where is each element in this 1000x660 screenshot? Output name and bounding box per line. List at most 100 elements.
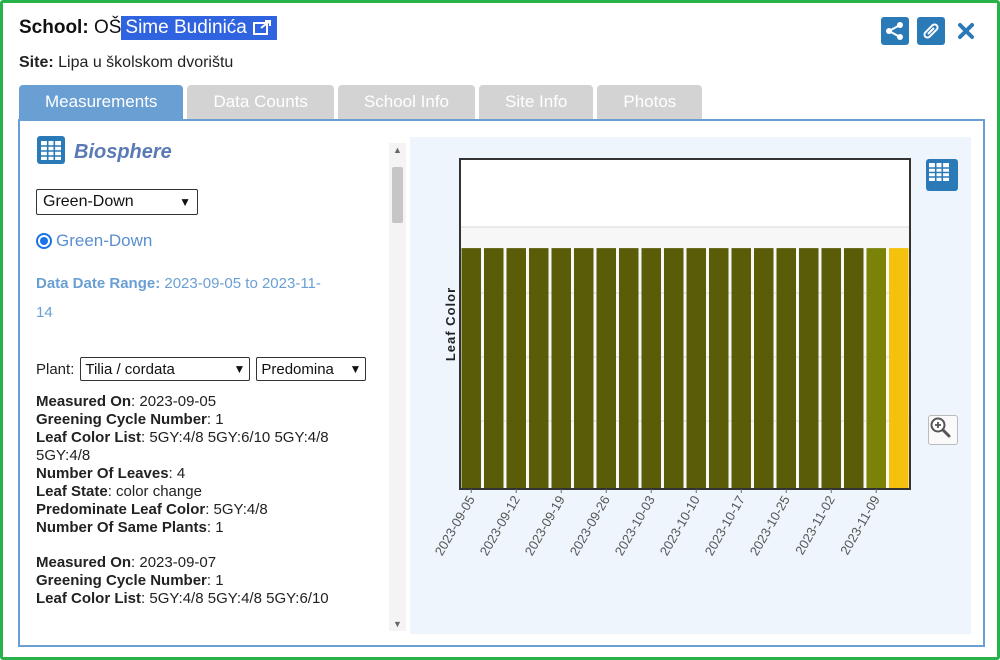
tab-site-info[interactable]: Site Info	[479, 85, 594, 119]
field-label: Predominate Leaf Color	[36, 501, 206, 518]
chart-bar	[754, 248, 774, 489]
field-value: : 1	[206, 572, 224, 589]
school-name[interactable]: Sime Budinića	[125, 17, 247, 38]
leaf-color-chart: Leaf Color 2023-09-052023-09-122023-09-19…	[432, 158, 911, 558]
x-tick-label: 2023-09-12	[477, 493, 523, 558]
leaf-color-select-value: Predomina	[261, 360, 334, 378]
tab-data-counts[interactable]: Data Counts	[187, 85, 334, 119]
plant-label: Plant:	[36, 360, 75, 378]
field-value: : 1	[206, 519, 224, 536]
chart-bar	[619, 248, 639, 489]
chart-bar	[799, 248, 819, 489]
field-value: : 5GY:4/8 5GY:4/8 5GY:6/10	[141, 590, 329, 607]
chart-bar	[484, 248, 504, 489]
plant-filter: Plant: Tilia / cordata ▼ Predomina ▼	[36, 357, 388, 381]
field-value: : color change	[107, 483, 202, 500]
protocol-select[interactable]: Green-Down ▼	[36, 189, 198, 215]
x-tick-label: 2023-09-26	[567, 493, 613, 558]
range-value: 2023-09-05 to 2023-11-	[164, 275, 321, 292]
field-value: : 5GY:4/8	[205, 501, 268, 518]
school-prefix: OŠ	[93, 17, 122, 38]
leaf-color-select[interactable]: Predomina ▼	[256, 357, 367, 381]
site-heading: Site: Lipa u školskom dvorištu	[19, 54, 233, 72]
table-icon	[929, 163, 949, 181]
x-tick-label: 2023-09-05	[432, 493, 478, 558]
table-view-button[interactable]	[926, 159, 958, 191]
chart-bar	[596, 248, 616, 489]
header-actions	[881, 17, 979, 45]
table-icon[interactable]	[36, 135, 66, 169]
sidebar-scrollbar[interactable]: ▲ ▼	[389, 143, 406, 631]
school-name-link[interactable]: Sime Budinića	[121, 16, 277, 41]
field-label: Leaf Color List	[36, 590, 142, 607]
scroll-down-icon[interactable]: ▼	[393, 619, 402, 629]
chart-bar	[529, 248, 549, 489]
chart-bar	[664, 248, 684, 489]
site-name: Lipa u školskom dvorištu	[58, 54, 234, 71]
measurement-record: Measured On: 2023-09-05 Greening Cycle N…	[36, 393, 388, 537]
field-label: Measured On	[36, 393, 132, 410]
chart-bar	[866, 248, 886, 489]
radio-label[interactable]: Green-Down	[56, 231, 153, 250]
plot-frame	[459, 158, 911, 490]
field-value: : 4	[168, 465, 186, 482]
field-label: Leaf State	[36, 483, 108, 500]
tab-bar: Measurements Data Counts School Info Sit…	[19, 85, 703, 119]
radio-selected-icon[interactable]	[36, 233, 52, 249]
scroll-thumb[interactable]	[392, 167, 403, 223]
range-value-cont: 14	[36, 304, 53, 321]
field-value: 5GY:4/8	[36, 447, 91, 464]
chart-area: Leaf Color 2023-09-05 2023-09-12 2023-09-19…	[410, 137, 971, 634]
school-heading: School: OŠ Sime Budinića	[19, 16, 277, 41]
tab-photos[interactable]: Photos	[597, 85, 703, 119]
close-icon[interactable]	[953, 17, 979, 45]
x-tick-label: 2023-10-10	[657, 493, 703, 558]
x-tick-label: 2023-10-03	[612, 493, 658, 558]
chart-bar	[889, 248, 909, 489]
data-date-range: Data Date Range: 2023-09-05 to 2023-11- …	[36, 269, 388, 327]
measurement-records: Measured On: 2023-09-05 Greening Cycle N…	[36, 393, 388, 608]
biosphere-header: Biosphere	[36, 135, 388, 169]
field-label: Greening Cycle Number	[36, 411, 207, 428]
protocol-sidebar: Biosphere Green-Down ▼ Green-Down Data D…	[36, 135, 388, 633]
scroll-up-icon[interactable]: ▲	[393, 145, 402, 155]
field-value: : 2023-09-05	[131, 393, 217, 410]
external-link-icon[interactable]	[252, 19, 273, 41]
x-tick-label: 2023-10-17	[702, 493, 748, 558]
chart-bar	[641, 248, 661, 489]
plot-top-band	[460, 159, 910, 227]
share-icon[interactable]	[881, 17, 909, 45]
plant-select-value: Tilia / cordata	[85, 360, 175, 378]
field-value: : 2023-09-07	[131, 554, 217, 571]
x-tick-label: 2023-11-02	[792, 493, 838, 557]
field-label: Leaf Color List	[36, 429, 142, 446]
tab-measurements[interactable]: Measurements	[19, 85, 184, 119]
site-label: Site:	[19, 54, 54, 71]
field-value: : 5GY:4/8 5GY:6/10 5GY:4/8	[141, 429, 329, 446]
chart-bar	[551, 248, 571, 489]
x-tick-label: 2023-11-09	[837, 493, 883, 557]
field-label: Measured On	[36, 554, 132, 571]
tab-school-info[interactable]: School Info	[337, 85, 475, 119]
green-down-radio[interactable]: Green-Down	[36, 231, 388, 251]
field-label: Number Of Same Plants	[36, 519, 207, 536]
chevron-down-icon: ▼	[233, 362, 246, 376]
field-value: : 1	[206, 411, 224, 428]
chart-bar	[461, 248, 481, 489]
link-icon[interactable]	[917, 17, 945, 45]
protocol-select-value: Green-Down	[43, 193, 134, 210]
plant-select[interactable]: Tilia / cordata ▼	[80, 357, 251, 381]
biosphere-title: Biosphere	[74, 140, 172, 163]
chart-bar	[506, 248, 526, 489]
chart-bar	[709, 248, 729, 489]
chart-bar	[844, 248, 864, 489]
y-axis-label: Leaf Color	[443, 287, 458, 361]
chart-bar	[731, 248, 751, 489]
x-tick-label: 2023-10-25	[747, 493, 793, 558]
zoom-icon[interactable]	[928, 415, 958, 445]
field-label: Greening Cycle Number	[36, 572, 207, 589]
range-label: Data Date Range:	[36, 275, 161, 292]
measurements-panel: Biosphere Green-Down ▼ Green-Down Data D…	[18, 119, 985, 647]
chart-bar	[574, 248, 594, 489]
